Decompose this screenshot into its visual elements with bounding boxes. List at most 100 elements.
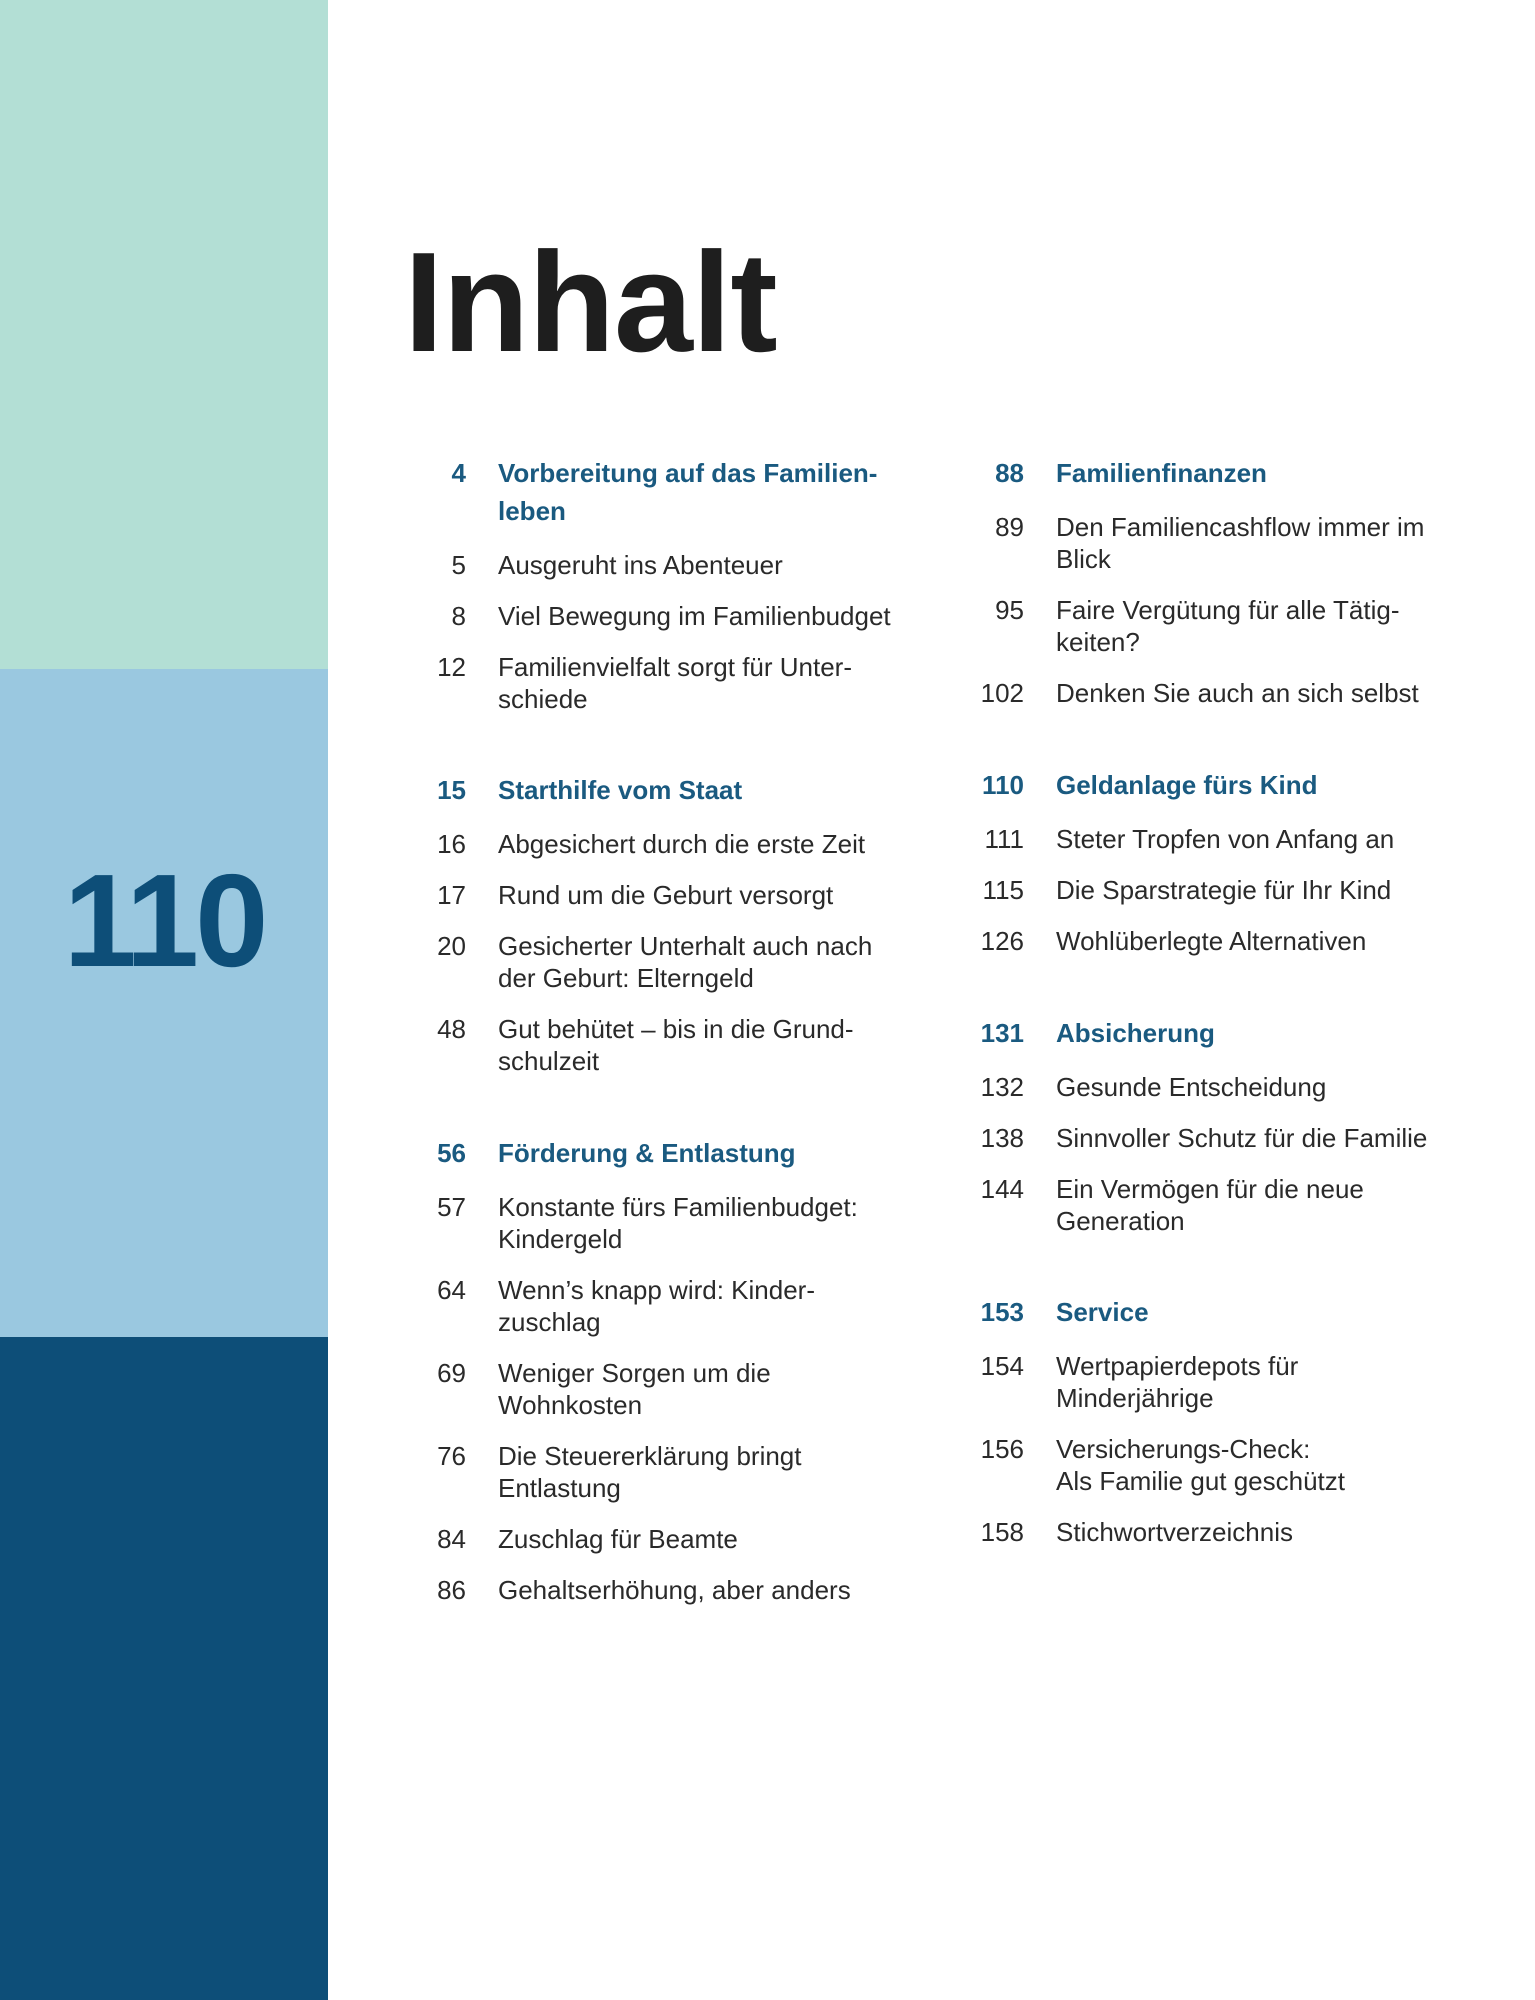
toc-entry: 115 Die Sparstrategie für Ihr Kind [958,874,1478,906]
entry-title: Gehaltserhöhung, aber anders [498,1575,851,1605]
entry-page: 115 [982,875,1024,905]
section-page: 56 [437,1138,466,1168]
toc-entry: 132 Gesunde Entscheidung [958,1071,1478,1103]
entry-page: 17 [437,880,466,910]
section-page: 4 [451,458,466,488]
section-heading: 4 Vorbereitung auf das Familien- leben [400,454,920,530]
entry-title: Gesunde Entscheidung [1056,1072,1327,1102]
toc-entry: 126 Wohlüberlegte Alternativen [958,925,1478,957]
entry-page: 144 [980,1174,1024,1204]
entry-page: 95 [995,595,1024,625]
entry-page: 86 [437,1575,466,1605]
section-heading: 56 Förderung & Entlastung [400,1134,920,1172]
toc-entry: 20 Gesicherter Unterhalt auch nach der Ge… [400,930,920,994]
toc-section: 88 Familienfinanzen 89 Den Familiencashflow… [958,454,1478,709]
toc-section: 4 Vorbereitung auf das Familien- leben 5 Au… [400,454,920,715]
band-top [0,0,328,669]
toc-entry: 12 Familienvielfalt sorgt für Unter- schi… [400,651,920,715]
section-page: 131 [980,1018,1024,1048]
entry-page: 156 [980,1434,1024,1464]
toc-section: 153 Service 154 Wertpapierdepots für Minder… [958,1293,1478,1548]
toc-entry: 17 Rund um die Geburt versorgt [400,879,920,911]
entry-page: 126 [980,926,1024,956]
entry-title: Die Sparstrategie für Ihr Kind [1056,875,1392,905]
toc-entry: 144 Ein Vermögen für die neue Generation [958,1173,1478,1237]
section-heading: 88 Familienfinanzen [958,454,1478,492]
entry-page: 84 [437,1524,466,1554]
toc-entry: 154 Wertpapierdepots für Minderjährige [958,1350,1478,1414]
toc-section: 131 Absicherung 132 Gesunde Entscheidung 138… [958,1014,1478,1237]
toc-section: 110 Geldanlage fürs Kind 111 Steter Tropfen… [958,766,1478,957]
section-title: Absicherung [1056,1018,1215,1048]
toc-entry: 84 Zuschlag für Beamte [400,1523,920,1555]
section-heading: 131 Absicherung [958,1014,1478,1052]
entry-title: Wertpapierdepots für Minderjährige [1056,1351,1299,1413]
toc-entry: 64 Wenn’s knapp wird: Kinder- zuschlag [400,1274,920,1338]
entry-title: Familienvielfalt sorgt für Unter- schied… [498,652,852,714]
entry-title: Gut behütet – bis in die Grund- schulzei… [498,1014,854,1076]
entry-page: 154 [980,1351,1024,1381]
band-bottom [0,1337,328,2000]
section-title: Förderung & Entlastung [498,1138,796,1168]
entry-page: 16 [437,829,466,859]
entry-page: 64 [437,1275,466,1305]
entry-title: Rund um die Geburt versorgt [498,880,834,910]
entry-page: 12 [437,652,466,682]
entry-title: Denken Sie auch an sich selbst [1056,678,1419,708]
entry-page: 158 [980,1517,1024,1547]
toc-entry: 76 Die Steuererklärung bringt Entlastung [400,1440,920,1504]
entry-title: Steter Tropfen von Anfang an [1056,824,1395,854]
toc-entry: 86 Gehaltserhöhung, aber anders [400,1574,920,1606]
entry-title: Die Steuererklärung bringt Entlastung [498,1441,802,1503]
toc-entry: 158 Stichwortverzeichnis [958,1516,1478,1548]
entry-title: Zuschlag für Beamte [498,1524,738,1554]
entry-page: 89 [995,512,1024,542]
page-title: Inhalt [404,223,778,382]
entry-page: 48 [437,1014,466,1044]
section-heading: 15 Starthilfe vom Staat [400,771,920,809]
entry-page: 132 [980,1072,1024,1102]
toc-section: 56 Förderung & Entlastung 57 Konstante fürs… [400,1134,920,1606]
entry-title: Ausgeruht ins Abenteuer [498,550,783,580]
entry-title: Stichwortverzeichnis [1056,1517,1293,1547]
toc-entry: 69 Weniger Sorgen um die Wohnkosten [400,1357,920,1421]
entry-title: Abgesichert durch die erste Zeit [498,829,866,859]
entry-page: 111 [984,824,1024,854]
section-page: 88 [995,458,1024,488]
toc-section: 15 Starthilfe vom Staat 16 Abgesichert durc… [400,771,920,1077]
entry-title: Den Familiencashflow immer im Blick [1056,512,1425,574]
section-title: Starthilfe vom Staat [498,775,743,805]
toc-entry: 111 Steter Tropfen von Anfang an [958,823,1478,855]
section-heading: 110 Geldanlage fürs Kind [958,766,1478,804]
section-title: Familienfinanzen [1056,458,1267,488]
entry-page: 76 [437,1441,466,1471]
entry-page: 5 [451,550,466,580]
toc-entry: 89 Den Familiencashflow immer im Blick [958,511,1478,575]
toc-entry: 16 Abgesichert durch die erste Zeit [400,828,920,860]
toc-entry: 57 Konstante fürs Familienbudget: Kinderg… [400,1191,920,1255]
entry-title: Weniger Sorgen um die Wohnkosten [498,1358,771,1420]
section-heading: 153 Service [958,1293,1478,1331]
entry-title: Gesicherter Unterhalt auch nach der Gebu… [498,931,873,993]
band-middle [0,669,328,1337]
entry-page: 102 [980,678,1024,708]
toc-entry: 8 Viel Bewegung im Familienbudget [400,600,920,632]
toc-entry: 102 Denken Sie auch an sich selbst [958,677,1478,709]
entry-page: 57 [437,1192,466,1222]
entry-title: Faire Vergütung für alle Tätig- keiten? [1056,595,1400,657]
entry-title: Versicherungs-Check: Als Familie gut ges… [1056,1434,1346,1496]
entry-title: Ein Vermögen für die neue Generation [1056,1174,1364,1236]
entry-page: 69 [437,1358,466,1388]
toc-entry: 138 Sinnvoller Schutz für die Familie [958,1122,1478,1154]
entry-title: Sinnvoller Schutz für die Familie [1056,1123,1428,1153]
section-page: 153 [980,1297,1024,1327]
section-title: Service [1056,1297,1149,1327]
entry-page: 8 [451,601,466,631]
toc-entry: 95 Faire Vergütung für alle Tätig- keiten… [958,594,1478,658]
section-title: Geldanlage fürs Kind [1056,770,1318,800]
entry-title: Wohlüberlegte Alternativen [1056,926,1367,956]
entry-title: Wenn’s knapp wird: Kinder- zuschlag [498,1275,815,1337]
toc-entry: 5 Ausgeruht ins Abenteuer [400,549,920,581]
side-number: 110 [63,847,269,994]
